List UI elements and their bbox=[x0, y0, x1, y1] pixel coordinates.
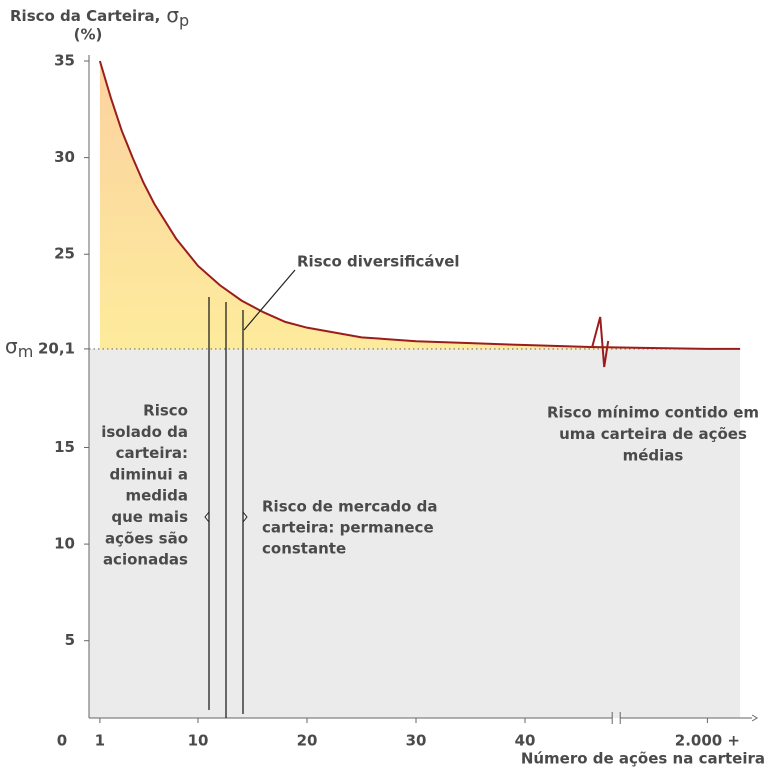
x-axis-arrow bbox=[751, 714, 759, 722]
annotation: diminui a bbox=[110, 465, 189, 483]
annotation: Risco mínimo contido em bbox=[547, 404, 759, 422]
y-tick-label: 25 bbox=[54, 245, 75, 263]
subscript: m bbox=[18, 341, 34, 360]
annotation: médias bbox=[623, 447, 684, 465]
annotation: medida bbox=[125, 487, 188, 505]
y-tick-label: 35 bbox=[54, 52, 75, 70]
x-tick-label: 0 bbox=[57, 732, 67, 750]
annotation: acionadas bbox=[103, 551, 188, 569]
annotation: Risco bbox=[143, 402, 188, 420]
market-risk-region bbox=[89, 348, 741, 718]
brace bbox=[242, 511, 248, 523]
market-risk-symbol: σm bbox=[5, 333, 33, 360]
y-tick-label: 15 bbox=[54, 438, 75, 456]
y-label-text: Risco da Carteira, bbox=[10, 7, 160, 25]
y-label-symbol: σ bbox=[166, 3, 179, 27]
risk-curve bbox=[98, 60, 741, 350]
x-tick-label: 1 bbox=[95, 732, 105, 750]
y-label-subscript: p bbox=[179, 11, 189, 30]
x-tick-label: 30 bbox=[406, 732, 427, 750]
x-tick-label: 40 bbox=[515, 732, 536, 750]
annotation: Risco de mercado da bbox=[262, 498, 438, 516]
annotation: carteira: permanece bbox=[262, 519, 434, 537]
annotation: que mais bbox=[111, 508, 188, 526]
brace bbox=[204, 511, 210, 523]
y-axis-label: Risco da Carteira, σp bbox=[10, 3, 189, 30]
y-tick-label: 20,1 bbox=[38, 339, 75, 357]
curve-break bbox=[591, 316, 610, 368]
y-tick-label: 5 bbox=[65, 631, 75, 649]
y-tick-label: 30 bbox=[54, 148, 75, 166]
x-axis-label: Número de ações na carteira bbox=[521, 750, 765, 768]
annotation: carteira: bbox=[116, 444, 188, 462]
x-tick-label: 20 bbox=[297, 732, 318, 750]
annotation: Risco diversificável bbox=[297, 253, 460, 271]
symbol: σ bbox=[5, 333, 18, 357]
x-tick-label: 10 bbox=[188, 732, 209, 750]
x-tick-label: 2.000 + bbox=[675, 732, 740, 750]
y-tick-label: 10 bbox=[54, 535, 75, 553]
annotation: uma carteira de ações bbox=[559, 425, 747, 443]
diversifiable-area bbox=[99, 61, 741, 349]
annotation: isolado da bbox=[101, 423, 188, 441]
annotation: ações são bbox=[105, 529, 188, 547]
annotation: constante bbox=[262, 540, 346, 558]
y-axis-unit: (%) bbox=[74, 26, 103, 44]
pointer bbox=[243, 269, 296, 331]
